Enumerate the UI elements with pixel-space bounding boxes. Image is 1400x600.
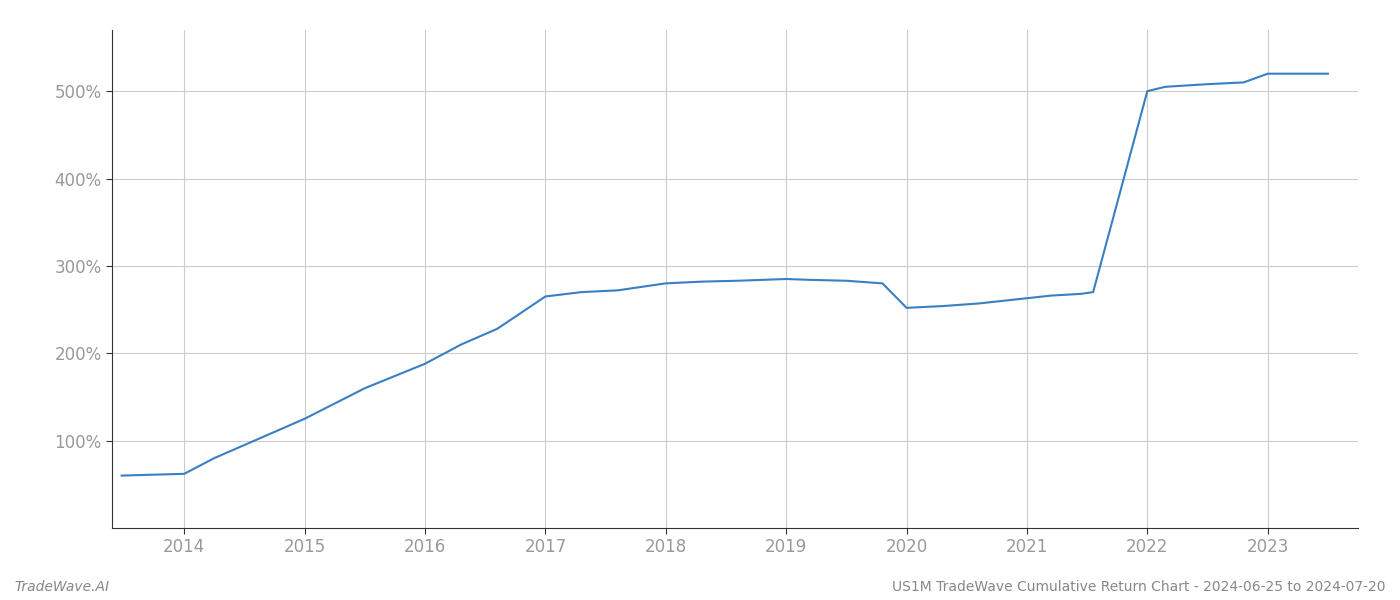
Text: TradeWave.AI: TradeWave.AI bbox=[14, 580, 109, 594]
Text: US1M TradeWave Cumulative Return Chart - 2024-06-25 to 2024-07-20: US1M TradeWave Cumulative Return Chart -… bbox=[893, 580, 1386, 594]
